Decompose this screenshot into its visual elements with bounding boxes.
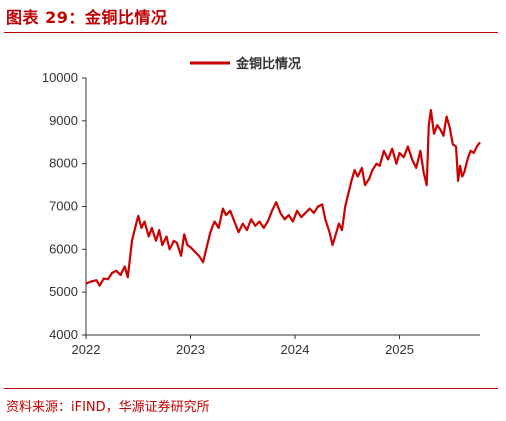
y-tick-label: 5000 bbox=[49, 284, 78, 299]
x-tick-label: 2023 bbox=[176, 342, 205, 357]
x-tick-label: 2022 bbox=[72, 342, 101, 357]
y-tick-label: 4000 bbox=[49, 327, 78, 342]
y-tick-label: 10000 bbox=[42, 70, 78, 85]
x-axis: 2022 2023 2024 2025 bbox=[72, 334, 480, 357]
x-tick-label: 2024 bbox=[281, 342, 310, 357]
x-tick-label: 2025 bbox=[385, 342, 414, 357]
y-tick-label: 8000 bbox=[49, 156, 78, 171]
y-tick-label: 6000 bbox=[49, 241, 78, 256]
series-layer bbox=[85, 109, 481, 287]
y-tick-label: 9000 bbox=[49, 113, 78, 128]
y-axis: 4000 5000 6000 7000 8000 9000 10000 bbox=[42, 70, 87, 342]
title-rule bbox=[4, 32, 498, 33]
source-rule bbox=[4, 388, 498, 389]
series-line-0 bbox=[85, 109, 481, 287]
figure-title: 图表 29：金铜比情况 bbox=[6, 8, 168, 27]
legend: 金铜比情况 bbox=[190, 56, 301, 72]
legend-label: 金铜比情况 bbox=[235, 56, 301, 72]
y-tick-label: 7000 bbox=[49, 199, 78, 214]
source-note: 资料来源：iFIND，华源证券研究所 bbox=[6, 400, 210, 415]
